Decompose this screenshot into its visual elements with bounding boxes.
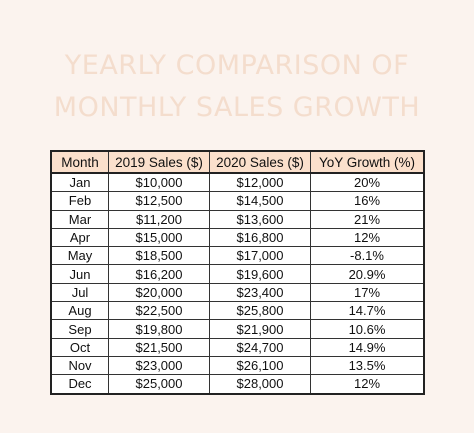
- table-row: Oct $21,500 $24,700 14.9%: [50, 337, 425, 357]
- cell-yoy-growth: 10.6%: [310, 319, 425, 339]
- cell-month: Apr: [50, 227, 109, 248]
- cell-month: Jul: [50, 282, 109, 303]
- table-row: Jul $20,000 $23,400 17%: [50, 282, 425, 303]
- cell-yoy-growth: 20%: [310, 172, 425, 193]
- header-row: Month 2019 Sales ($) 2020 Sales ($) YoY …: [50, 150, 425, 174]
- cell-yoy-growth: 14.7%: [310, 301, 425, 321]
- cell-month: Nov: [50, 355, 109, 376]
- cell-yoy-growth: 17%: [310, 282, 425, 303]
- cell-month: Dec: [50, 374, 109, 395]
- cell-2019-sales: $23,000: [108, 355, 210, 376]
- cell-month: May: [50, 246, 109, 266]
- header-2019-sales: 2019 Sales ($): [108, 150, 210, 174]
- cell-2019-sales: $22,500: [108, 301, 210, 321]
- cell-2019-sales: $18,500: [108, 246, 210, 266]
- cell-2019-sales: $15,000: [108, 227, 210, 248]
- cell-yoy-growth: 20.9%: [310, 264, 425, 284]
- cell-2020-sales: $16,800: [209, 227, 311, 248]
- cell-2020-sales: $25,800: [209, 301, 311, 321]
- table-row: Aug $22,500 $25,800 14.7%: [50, 301, 425, 321]
- table-row: May $18,500 $17,000 -8.1%: [50, 246, 425, 266]
- cell-2020-sales: $12,000: [209, 172, 311, 193]
- table-body: Jan $10,000 $12,000 20% Feb $12,500 $14,500 16%…: [50, 172, 425, 395]
- table-row: Feb $12,500 $14,500 16%: [50, 191, 425, 211]
- cell-2019-sales: $20,000: [108, 282, 210, 303]
- table-row: Dec $25,000 $28,000 12%: [50, 374, 425, 395]
- table-row: Mar $11,200 $13,600 21%: [50, 209, 425, 229]
- header-month: Month: [50, 150, 109, 174]
- cell-month: Feb: [50, 191, 109, 211]
- cell-yoy-growth: -8.1%: [310, 246, 425, 266]
- table-row: Nov $23,000 $26,100 13.5%: [50, 355, 425, 376]
- header-yoy-growth: YoY Growth (%): [310, 150, 425, 174]
- cell-2019-sales: $16,200: [108, 264, 210, 284]
- cell-2020-sales: $19,600: [209, 264, 311, 284]
- cell-yoy-growth: 16%: [310, 191, 425, 211]
- cell-yoy-growth: 12%: [310, 374, 425, 395]
- header-2020-sales: 2020 Sales ($): [209, 150, 311, 174]
- cell-2020-sales: $26,100: [209, 355, 311, 376]
- cell-yoy-growth: 13.5%: [310, 355, 425, 376]
- cell-month: Sep: [50, 319, 109, 339]
- cell-2020-sales: $21,900: [209, 319, 311, 339]
- cell-2019-sales: $10,000: [108, 172, 210, 193]
- cell-month: Jun: [50, 264, 109, 284]
- table-row: Apr $15,000 $16,800 12%: [50, 227, 425, 248]
- cell-2019-sales: $21,500: [108, 337, 210, 357]
- cell-2019-sales: $25,000: [108, 374, 210, 395]
- sales-table: Month 2019 Sales ($) 2020 Sales ($) YoY …: [50, 150, 425, 395]
- cell-2019-sales: $19,800: [108, 319, 210, 339]
- cell-month: Oct: [50, 337, 109, 357]
- cell-2019-sales: $11,200: [108, 209, 210, 229]
- cell-2020-sales: $13,600: [209, 209, 311, 229]
- table-row: Jan $10,000 $12,000 20%: [50, 172, 425, 193]
- cell-2019-sales: $12,500: [108, 191, 210, 211]
- cell-yoy-growth: 12%: [310, 227, 425, 248]
- cell-yoy-growth: 14.9%: [310, 337, 425, 357]
- cell-month: Aug: [50, 301, 109, 321]
- cell-month: Jan: [50, 172, 109, 193]
- table-row: Jun $16,200 $19,600 20.9%: [50, 264, 425, 284]
- cell-2020-sales: $17,000: [209, 246, 311, 266]
- page-title-line-1: YEARLY COMPARISON OF: [64, 50, 410, 81]
- page-title-line-2: MONTHLY SALES GROWTH: [53, 92, 421, 123]
- cell-2020-sales: $24,700: [209, 337, 311, 357]
- cell-2020-sales: $28,000: [209, 374, 311, 395]
- cell-2020-sales: $23,400: [209, 282, 311, 303]
- cell-month: Mar: [50, 209, 109, 229]
- table-row: Sep $19,800 $21,900 10.6%: [50, 319, 425, 339]
- cell-2020-sales: $14,500: [209, 191, 311, 211]
- cell-yoy-growth: 21%: [310, 209, 425, 229]
